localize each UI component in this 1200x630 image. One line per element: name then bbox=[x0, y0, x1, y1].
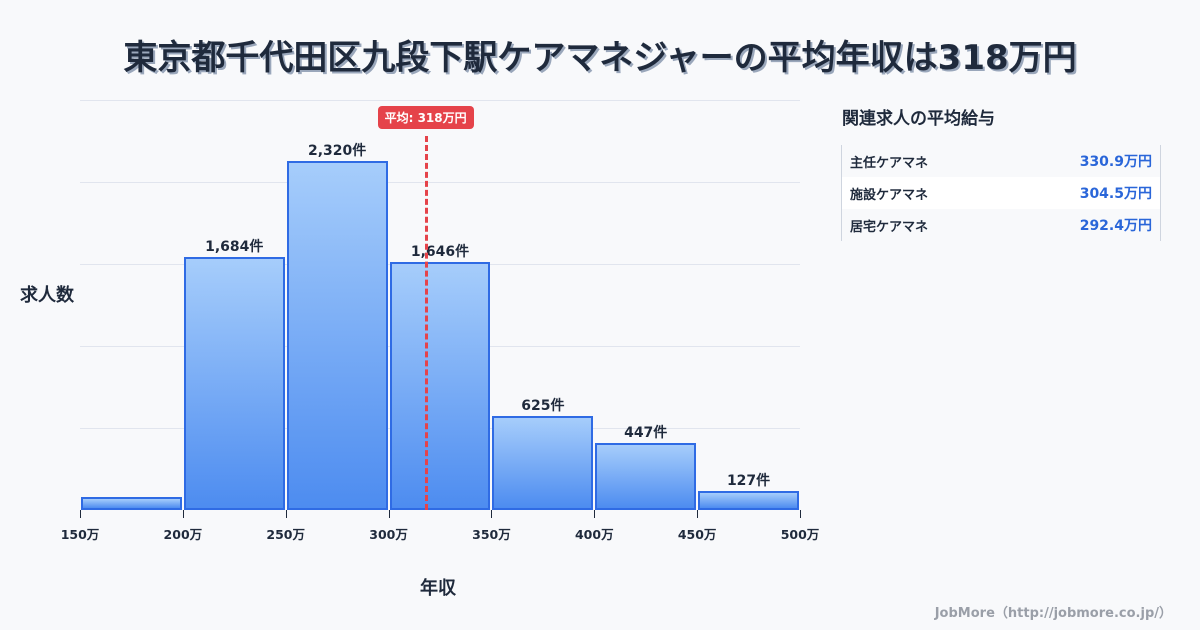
x-tick-label: 300万 bbox=[369, 527, 408, 542]
related-salary-row: 施設ケアマネ 304.5万円 bbox=[842, 177, 1160, 209]
x-tick bbox=[388, 510, 390, 518]
job-salary: 292.4万円 bbox=[1079, 218, 1152, 234]
x-tick-label: 500万 bbox=[780, 527, 820, 542]
bar-value-label: 625件 bbox=[521, 397, 565, 414]
histogram-bar bbox=[492, 415, 594, 510]
histogram-bar bbox=[698, 490, 799, 510]
gridline bbox=[80, 100, 800, 101]
histogram-plot: 1,684件 2,320件 1,646件 625件 447件 127件 150万 200万 25… bbox=[61, 100, 819, 542]
histogram-bar bbox=[81, 497, 182, 510]
x-tick-label: 450万 bbox=[677, 527, 717, 542]
related-salary-row: 居宅ケアマネ 292.4万円 bbox=[842, 209, 1160, 241]
related-salary-row: 主任ケアマネ 330.9万円 bbox=[842, 145, 1160, 177]
x-tick bbox=[491, 510, 493, 518]
bar-value-label: 1,684件 bbox=[205, 238, 264, 255]
x-tick-label: 400万 bbox=[574, 527, 614, 542]
average-badge: 平均: 318万円 bbox=[377, 106, 474, 129]
histogram-bar bbox=[183, 256, 285, 510]
histogram-bar bbox=[286, 161, 388, 510]
x-tick bbox=[800, 510, 801, 518]
bar-value-label: 127件 bbox=[726, 472, 771, 489]
x-tick bbox=[697, 510, 699, 518]
y-axis-label: 求人数 bbox=[20, 285, 74, 306]
x-tick-label: 150万 bbox=[60, 527, 100, 542]
x-tick bbox=[182, 510, 184, 518]
bar-value-label: 1,646件 bbox=[410, 244, 470, 261]
job-salary: 330.9万円 bbox=[1079, 154, 1152, 170]
job-name: 居宅ケアマネ bbox=[850, 219, 929, 235]
job-name: 施設ケアマネ bbox=[850, 187, 929, 203]
bar-value-label: 2,320件 bbox=[307, 143, 367, 160]
histogram-bar bbox=[389, 262, 491, 510]
histogram-bar bbox=[595, 442, 697, 510]
x-tick-label: 200万 bbox=[163, 527, 203, 542]
source-credit: JobMore（http://jobmore.co.jp/） bbox=[934, 606, 1172, 621]
x-tick-label: 250万 bbox=[266, 527, 305, 542]
x-tick bbox=[285, 510, 287, 518]
related-salary-title: 関連求人の平均給与 bbox=[842, 109, 995, 129]
job-name: 主任ケアマネ bbox=[850, 155, 929, 171]
x-tick bbox=[80, 510, 81, 518]
gridline bbox=[80, 182, 800, 183]
x-tick bbox=[594, 510, 596, 518]
job-salary: 304.5万円 bbox=[1079, 186, 1152, 202]
x-axis-label: 年収 bbox=[420, 578, 456, 599]
chart-title: 東京都千代田区九段下駅ケアマネジャーの平均年収は318万円 bbox=[123, 38, 1077, 78]
x-tick-label: 350万 bbox=[472, 527, 511, 542]
related-salary-table: 主任ケアマネ 330.9万円 施設ケアマネ 304.5万円 居宅ケアマネ 292… bbox=[841, 145, 1161, 241]
bar-value-label: 447件 bbox=[624, 424, 668, 441]
average-line bbox=[424, 136, 428, 510]
